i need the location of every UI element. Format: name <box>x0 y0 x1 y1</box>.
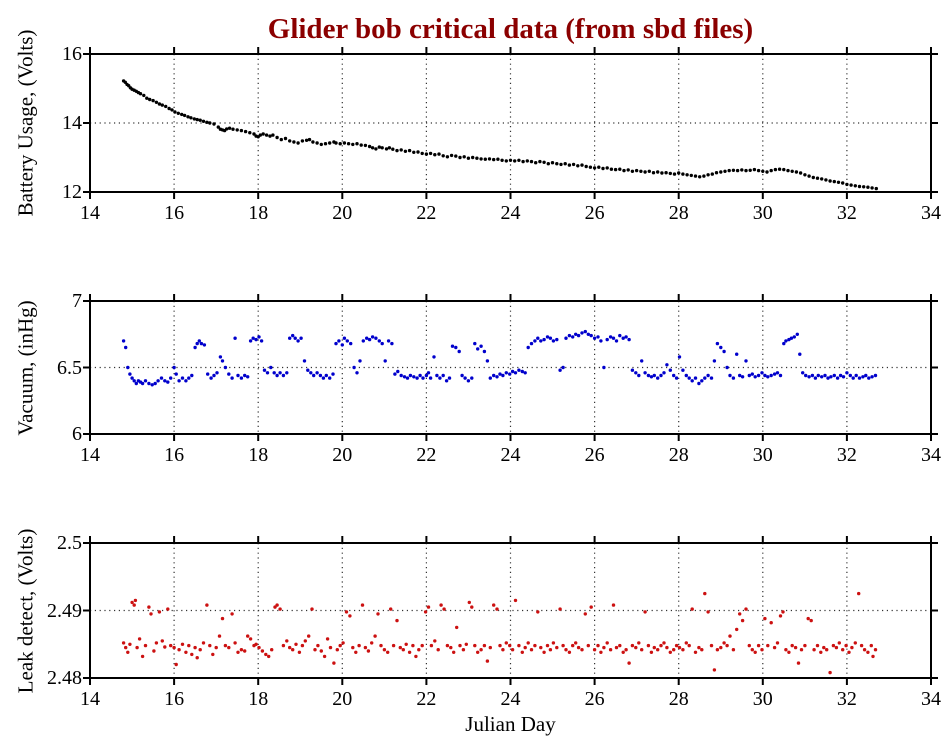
x-tick-label: 32 <box>836 688 857 710</box>
chart-title: Glider bob critical data (from sbd files… <box>267 13 754 45</box>
x-tick-label: 30 <box>752 688 773 710</box>
x-tick-label: 24 <box>500 688 521 710</box>
vacuum-plot-ylabel: Vacuum, (inHg) <box>13 299 38 436</box>
x-tick-label: 30 <box>752 202 773 224</box>
x-tick-label: 18 <box>248 444 269 466</box>
x-tick-label: 20 <box>332 444 353 466</box>
x-tick-label: 22 <box>416 688 437 710</box>
y-tick-label: 2.48 <box>47 667 82 689</box>
x-tick-label: 14 <box>80 688 100 710</box>
x-tick-label: 16 <box>164 202 185 224</box>
x-tick-label: 22 <box>416 444 437 466</box>
x-axis-label: Julian Day <box>465 712 556 736</box>
x-tick-label: 16 <box>164 444 185 466</box>
x-tick-label: 28 <box>668 444 689 466</box>
y-tick-label: 6 <box>72 423 82 445</box>
x-tick-label: 24 <box>500 202 521 224</box>
x-tick-label: 22 <box>416 202 437 224</box>
x-tick-label: 26 <box>584 202 605 224</box>
y-tick-label: 14 <box>62 112 82 134</box>
x-tick-label: 26 <box>584 444 605 466</box>
x-tick-label: 34 <box>921 444 941 466</box>
leak-plot-ylabel: Leak detect, (Volts) <box>13 528 38 693</box>
x-tick-label: 14 <box>80 202 100 224</box>
x-tick-label: 14 <box>80 444 100 466</box>
y-tick-label: 6.5 <box>57 356 82 379</box>
x-tick-label: 20 <box>332 202 353 224</box>
x-tick-label: 24 <box>500 444 521 466</box>
x-tick-label: 16 <box>164 688 185 710</box>
x-tick-label: 18 <box>248 202 269 224</box>
x-tick-label: 20 <box>332 688 353 710</box>
x-tick-label: 26 <box>584 688 605 710</box>
x-tick-label: 28 <box>668 688 689 710</box>
y-tick-label: 2.49 <box>47 599 82 622</box>
y-tick-label: 7 <box>72 290 82 312</box>
x-tick-label: 18 <box>248 688 269 710</box>
x-tick-label: 28 <box>668 202 689 224</box>
y-tick-label: 16 <box>62 43 82 65</box>
battery-plot-ylabel: Battery Usage, (Volts) <box>13 29 38 217</box>
x-tick-label: 30 <box>752 444 773 466</box>
y-tick-label: 2.5 <box>57 532 82 554</box>
x-tick-label: 32 <box>836 202 857 224</box>
x-tick-label: 32 <box>836 444 857 466</box>
x-tick-label: 34 <box>921 688 941 710</box>
y-tick-label: 12 <box>62 181 82 203</box>
x-tick-label: 34 <box>921 202 941 224</box>
